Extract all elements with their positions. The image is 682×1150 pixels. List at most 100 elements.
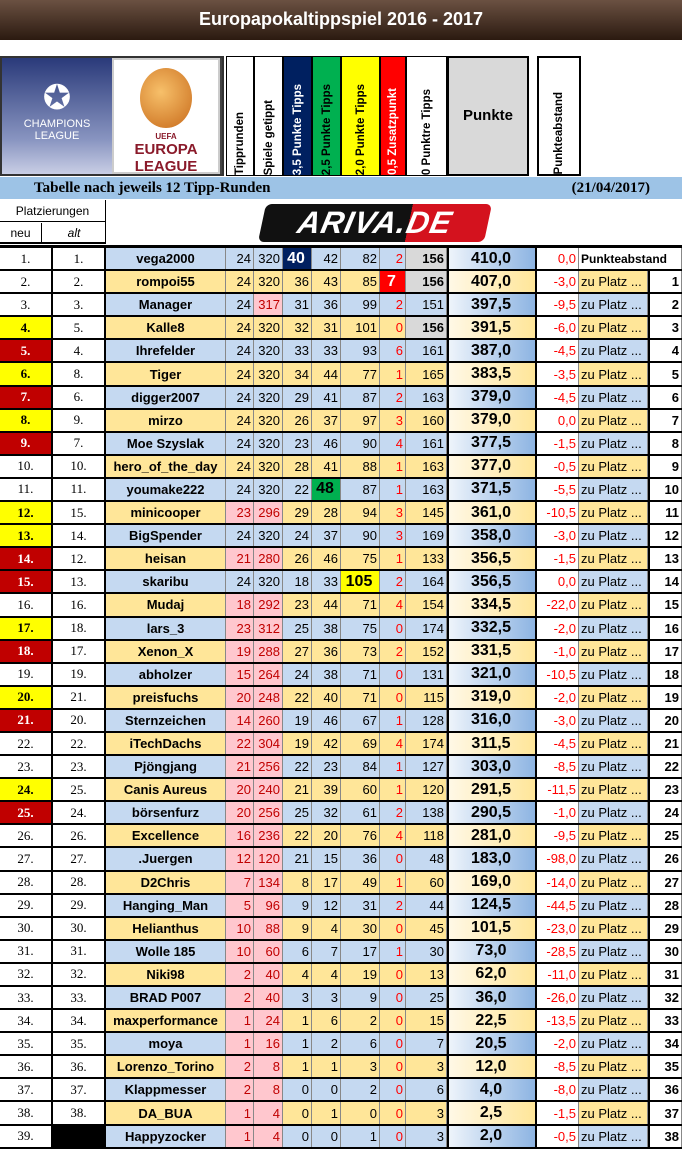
- cell-p20: 19: [341, 963, 380, 985]
- cell-p20: 76: [341, 825, 380, 847]
- cell-tipprunden: 20: [226, 802, 254, 824]
- cell-tipprunden: 7: [226, 871, 254, 893]
- table-row: 3. 3. Manager 24 317 31 36 99 2 151 397,5 -9,5 zu Pl…: [0, 294, 682, 318]
- cell-name: minicooper: [106, 502, 226, 524]
- cell-p0: 151: [406, 294, 447, 316]
- cell-p20: 88: [341, 455, 380, 477]
- cell-alt: 9.: [53, 409, 106, 431]
- cell-p05: 2: [380, 894, 406, 916]
- cell-neu: 39.: [0, 1125, 53, 1147]
- cell-platz-nr: 12: [648, 525, 682, 547]
- cell-name: Tiger: [106, 363, 226, 385]
- cell-spiele: 288: [254, 640, 283, 662]
- cell-p35: 32: [283, 317, 312, 339]
- cell-alt: 33.: [53, 987, 106, 1009]
- cell-alt: 35.: [53, 1033, 106, 1055]
- cell-tipprunden: 21: [226, 756, 254, 778]
- cell-name: Canis Aureus: [106, 779, 226, 801]
- cell-tipprunden: 2: [226, 1056, 254, 1078]
- cell-p35: 6: [283, 940, 312, 962]
- cell-p20: 60: [341, 779, 380, 801]
- cell-p05: 1: [380, 871, 406, 893]
- cell-name: lars_3: [106, 617, 226, 639]
- cell-alt: 11.: [53, 478, 106, 501]
- cell-p05: 2: [380, 248, 406, 270]
- cell-p0: 163: [406, 386, 447, 408]
- cell-p35: 22: [283, 825, 312, 847]
- cell-alt: 25.: [53, 779, 106, 801]
- cell-p25: 7: [312, 940, 341, 962]
- table-row: 26. 26. Excellence 16 236 22 20 76 4 118 281,0 -9,5…: [0, 825, 682, 849]
- cell-alt: 1.: [53, 248, 106, 270]
- cell-neu: 32.: [0, 963, 53, 985]
- cell-punkte: 2,0: [447, 1125, 537, 1147]
- cell-name: digger2007: [106, 386, 226, 408]
- cell-spiele: 320: [254, 571, 283, 593]
- cell-p0: 15: [406, 1010, 447, 1032]
- table-row: 37. 37. Klappmesser 2 8 0 0 2 0 6 4,0 -8,0 zu Platz …: [0, 1079, 682, 1103]
- cell-alt: 38.: [53, 1102, 106, 1124]
- cell-punkte: 291,5: [447, 779, 537, 801]
- cell-p05: 2: [380, 640, 406, 662]
- cell-zu-platz: zu Platz ...: [579, 617, 648, 639]
- cell-p25: 1: [312, 1102, 341, 1124]
- cell-alt: 21.: [53, 686, 106, 708]
- cell-p35: 33: [283, 340, 312, 362]
- cell-alt: 19.: [53, 663, 106, 685]
- cell-platz-nr: 26: [648, 848, 682, 870]
- cell-abstand: -9,5: [537, 294, 579, 316]
- table-row: 5. 4. Ihrefelder 24 320 33 33 93 6 161 387,0 -4,5 zu…: [0, 340, 682, 364]
- cell-neu: 13.: [0, 525, 53, 547]
- cell-zu-platz: zu Platz ...: [579, 340, 648, 362]
- cell-punkte: 321,0: [447, 663, 537, 685]
- cell-punkte: 169,0: [447, 871, 537, 893]
- cell-punkte: 377,0: [447, 455, 537, 477]
- cell-p25: 20: [312, 825, 341, 847]
- cell-tipprunden: 5: [226, 894, 254, 916]
- cell-p35: 0: [283, 1125, 312, 1147]
- cell-tipprunden: 24: [226, 248, 254, 270]
- cell-p05: 7: [380, 271, 406, 293]
- cell-neu: 4.: [0, 317, 53, 339]
- cell-tipprunden: 21: [226, 548, 254, 570]
- cell-p25: 43: [312, 271, 341, 293]
- cell-alt: 29.: [53, 894, 106, 916]
- cell-tipprunden: 24: [226, 294, 254, 316]
- cell-name: skaribu: [106, 571, 226, 593]
- cell-abstand: -5,5: [537, 478, 579, 501]
- cell-abstand: 0,0: [537, 571, 579, 593]
- cell-punkte: 361,0: [447, 502, 537, 524]
- cell-p0: 161: [406, 432, 447, 454]
- cell-p35: 36: [283, 271, 312, 293]
- cell-neu: 7.: [0, 386, 53, 408]
- cell-tipprunden: 14: [226, 709, 254, 731]
- table-row: 32. 32. Niki98 2 40 4 4 19 0 13 62,0 -11,0 zu Platz …: [0, 963, 682, 987]
- header-p35: 3,5 Punkte Tipps: [283, 56, 312, 176]
- cell-name: moya: [106, 1033, 226, 1055]
- cell-zu-platz: zu Platz ...: [579, 894, 648, 916]
- cell-p0: 25: [406, 987, 447, 1009]
- cell-name: Xenon_X: [106, 640, 226, 662]
- cell-alt: 10.: [53, 455, 106, 477]
- cell-p20: 90: [341, 432, 380, 454]
- cell-platz-nr: 20: [648, 709, 682, 731]
- cell-neu: 29.: [0, 894, 53, 916]
- cell-platz-nr: 19: [648, 686, 682, 708]
- cell-neu: 37.: [0, 1079, 53, 1101]
- cell-spiele: 60: [254, 940, 283, 962]
- cell-name: Wolle 185: [106, 940, 226, 962]
- cell-neu: 14.: [0, 548, 53, 570]
- cell-zu-platz: zu Platz ...: [579, 940, 648, 962]
- cell-punkte: 377,5: [447, 432, 537, 454]
- cell-p0: 154: [406, 594, 447, 616]
- table-row: 34. 34. maxperformance 1 24 1 6 2 0 15 22,5 -13,5 zu…: [0, 1010, 682, 1034]
- cell-tipprunden: 18: [226, 594, 254, 616]
- header-spiele: Spiele getippt: [254, 56, 283, 176]
- cell-platz-nr: 9: [648, 455, 682, 477]
- cell-p0: 118: [406, 825, 447, 847]
- table-row: 39. Happyzocker 1 4 0 0 1 0 3 2,0 -0,5 zu Platz ...…: [0, 1125, 682, 1149]
- cell-alt: 16.: [53, 594, 106, 616]
- cell-p05: 0: [380, 317, 406, 339]
- cell-abstand: -10,5: [537, 663, 579, 685]
- cell-tipprunden: 2: [226, 987, 254, 1009]
